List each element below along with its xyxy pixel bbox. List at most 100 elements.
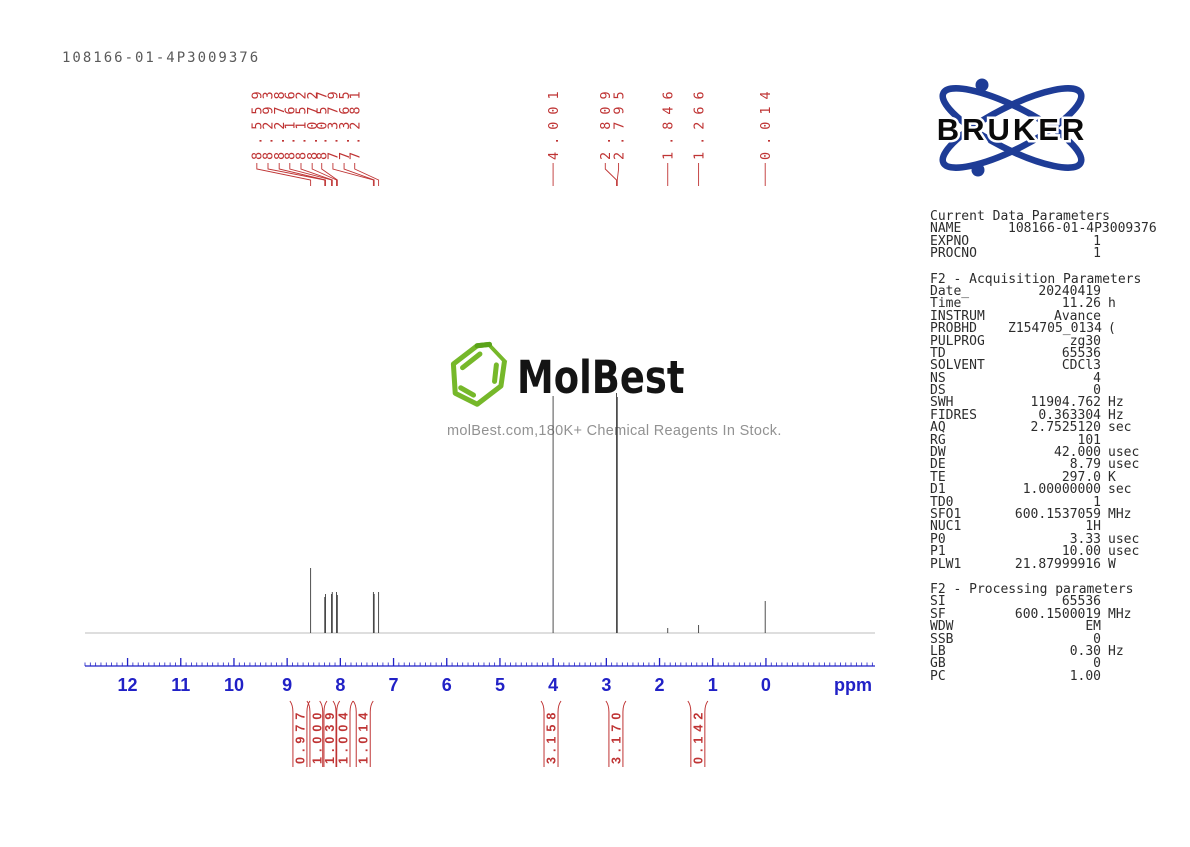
parameter-label: LB bbox=[930, 643, 946, 659]
peak-shift-label: 7.281 bbox=[347, 84, 363, 160]
integral-bracket bbox=[306, 700, 311, 767]
parameter-label: Date_ bbox=[930, 283, 970, 299]
integral-bracket bbox=[352, 700, 357, 767]
parameter-row: TD0 1 bbox=[930, 494, 1144, 510]
peak-shift-label: 8.559 bbox=[250, 84, 266, 160]
parameter-value: 0 bbox=[1093, 631, 1101, 647]
peak-shift-label: 2.809 bbox=[598, 84, 614, 160]
integral-bracket bbox=[336, 700, 341, 767]
shift-connector bbox=[343, 163, 375, 186]
peak-shift-label: 4.001 bbox=[546, 84, 562, 160]
parameter-section: F2 - Processing parameters SI 65536 SF 600.1… bbox=[930, 581, 1144, 684]
peak-shift-label: 1.266 bbox=[691, 84, 707, 160]
sample-title: 108166-01-4P3009376 bbox=[62, 50, 261, 66]
parameter-unit: sec bbox=[1108, 482, 1132, 498]
parameter-label: PLW1 bbox=[930, 556, 962, 572]
parameter-row: DW 42.000 usec bbox=[930, 445, 1144, 461]
molbest-hexagon-icon bbox=[447, 338, 512, 415]
parameter-label: SWH bbox=[930, 395, 954, 411]
parameter-row: AQ 2.7525120 sec bbox=[930, 420, 1144, 436]
parameter-value: 1 bbox=[1093, 494, 1101, 510]
peak-shift-label: 8.057 bbox=[314, 84, 330, 160]
parameter-section-header: F2 - Processing parameters bbox=[930, 581, 1134, 597]
axis-tick-label: 4 bbox=[548, 675, 558, 695]
axis-tick-label: 1 bbox=[708, 675, 718, 695]
parameter-value: 42.000 bbox=[1054, 445, 1101, 461]
parameter-value: 21.87999916 bbox=[1014, 556, 1101, 572]
parameter-row: GB 0 bbox=[930, 656, 1144, 672]
integral-bracket bbox=[622, 700, 627, 767]
parameter-row: SI 65536 bbox=[930, 595, 1144, 608]
integral-bracket bbox=[605, 700, 610, 767]
axis-tick-label: 2 bbox=[655, 675, 665, 695]
parameter-label: Time bbox=[930, 296, 962, 312]
peak-shift-label: 8.072 bbox=[305, 84, 321, 160]
integral-bracket bbox=[349, 700, 354, 767]
parameter-row: Date_ 20240419 bbox=[930, 283, 1144, 299]
parameter-label: NAME bbox=[930, 221, 962, 237]
parameter-value: 2.7525120 bbox=[1030, 420, 1101, 436]
integral-bracket bbox=[704, 700, 709, 767]
parameter-unit: usec bbox=[1108, 457, 1140, 473]
parameter-unit: ( bbox=[1108, 321, 1116, 337]
shift-connector bbox=[332, 163, 374, 186]
parameter-label: TE bbox=[930, 469, 946, 485]
parameter-unit: Hz bbox=[1108, 407, 1124, 423]
parameter-value: Z154705_0134 bbox=[1008, 321, 1102, 337]
peak-shift-label: 1.846 bbox=[660, 84, 676, 160]
parameter-unit: Hz bbox=[1108, 643, 1124, 659]
parameter-row: NAME 108166-01-4P3009376 bbox=[930, 221, 1157, 237]
parameter-value: 11.26 bbox=[1061, 296, 1101, 312]
shift-connector bbox=[267, 163, 326, 186]
parameter-label: FIDRES bbox=[930, 407, 977, 423]
watermark: MolBest molBest.com,180K+ Chemical Reage… bbox=[447, 338, 781, 439]
parameter-value: 600.1500019 bbox=[1014, 606, 1101, 622]
axis-tick-label: 0 bbox=[761, 675, 771, 695]
parameter-unit: MHz bbox=[1108, 506, 1132, 522]
parameter-row: SOLVENT CDCl3 bbox=[930, 359, 1144, 372]
parameter-label: DE bbox=[930, 457, 946, 473]
parameter-row: DS 0 bbox=[930, 384, 1144, 397]
parameter-label: GB bbox=[930, 656, 946, 672]
integral-bracket bbox=[557, 700, 562, 767]
parameter-row: INSTRUM Avance bbox=[930, 310, 1144, 323]
shift-connector bbox=[604, 163, 617, 186]
peak-shift-label: 2.795 bbox=[611, 84, 627, 160]
parameter-row: D1 1.00000000 sec bbox=[930, 482, 1144, 498]
parameter-label: SFO1 bbox=[930, 506, 962, 522]
parameter-label: SSB bbox=[930, 631, 954, 647]
integral-bracket bbox=[323, 700, 328, 767]
watermark-brand-text: MolBest bbox=[517, 351, 685, 404]
parameter-row: PROBHD Z154705_0134 ( bbox=[930, 321, 1144, 337]
axis-tick-label: 8 bbox=[335, 675, 345, 695]
parameter-value: 11904.762 bbox=[1030, 395, 1101, 411]
bruker-logo: BRUKER bbox=[912, 76, 1112, 194]
integral-bracket bbox=[540, 700, 545, 767]
integral-value: 0.977 bbox=[293, 708, 307, 764]
parameter-label: TD0 bbox=[930, 494, 954, 510]
axis-tick-label: 7 bbox=[389, 675, 399, 695]
axis-tick-label: 11 bbox=[171, 675, 190, 695]
parameter-value: zg30 bbox=[1069, 333, 1101, 349]
parameter-label: PC bbox=[930, 668, 946, 684]
parameter-row: PLW1 21.87999916 W bbox=[930, 556, 1144, 572]
parameter-unit: usec bbox=[1108, 445, 1140, 461]
parameter-section: Current Data Parameters NAME 108166-01-4P3… bbox=[930, 210, 1157, 262]
axis-tick-label: 6 bbox=[442, 675, 452, 695]
integral-value: 0.142 bbox=[691, 708, 705, 764]
parameter-label: PROBHD bbox=[930, 321, 977, 337]
integral-value: 1.039 bbox=[323, 708, 337, 764]
parameter-label: PROCNO bbox=[930, 246, 977, 262]
peak-shift-label: 8.278 bbox=[272, 84, 288, 160]
parameter-unit: h bbox=[1108, 296, 1116, 312]
parameter-row: SFO1 600.1537059 MHz bbox=[930, 506, 1144, 522]
parameter-label: NUC1 bbox=[930, 519, 962, 535]
parameter-row: FIDRES 0.363304 Hz bbox=[930, 407, 1144, 423]
peak-shift-label: 7.365 bbox=[337, 84, 353, 160]
parameter-value: 4 bbox=[1093, 370, 1101, 386]
parameter-row: NS 4 bbox=[930, 370, 1144, 386]
parameter-row: PROCNO 1 bbox=[930, 246, 1144, 262]
integral-bracket bbox=[319, 700, 324, 767]
parameter-section: F2 - Acquisition Parameters Date_ 20240419… bbox=[930, 272, 1144, 572]
